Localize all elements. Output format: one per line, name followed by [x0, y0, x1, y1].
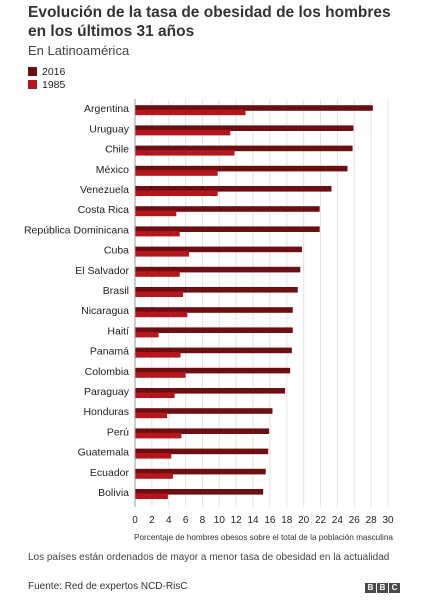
bar-1985: [135, 493, 168, 499]
bar-1985: [135, 291, 184, 297]
bar-2016: [135, 186, 332, 192]
bar-1985: [135, 271, 180, 277]
bar-2016: [135, 246, 302, 253]
category-label: Nicaragua: [81, 305, 129, 317]
x-tick-label: 8: [200, 515, 206, 526]
x-tick-label: 16: [264, 515, 276, 526]
bbc-logo: B B C: [365, 583, 400, 593]
bar-2016: [135, 266, 301, 273]
bar-2016: [135, 125, 354, 131]
legend-label-2016: 2016: [42, 65, 66, 78]
bar-1985: [135, 311, 188, 318]
category-label: El Salvador: [75, 265, 129, 277]
bar-2016: [135, 408, 273, 414]
category-label: Brasil: [103, 285, 129, 297]
chart-subtitle: En Latinoamérica: [28, 43, 130, 58]
bar-2016: [135, 428, 270, 434]
legend-swatch-2016: [28, 67, 37, 76]
bar-1985: [135, 331, 159, 338]
x-tick-label: 26: [349, 515, 361, 526]
legend-item-2016: 2016: [28, 65, 65, 78]
bar-1985: [135, 230, 180, 237]
category-label: Colombia: [85, 366, 130, 378]
bar-1985: [135, 190, 218, 196]
category-label: México: [96, 164, 129, 176]
legend-label-1985: 1985: [42, 78, 66, 91]
category-label: República Dominicana: [24, 224, 129, 236]
category-label: Cuba: [104, 245, 129, 257]
category-label: Honduras: [83, 406, 129, 418]
x-tick-label: 20: [298, 515, 310, 526]
bar-2016: [135, 468, 266, 475]
bar-1985: [135, 129, 231, 136]
chart-legend: 2016 1985: [28, 65, 65, 91]
bbc-logo-letter: B: [365, 583, 376, 593]
category-label: Bolivia: [98, 487, 129, 499]
legend-swatch-1985: [28, 80, 37, 89]
x-tick-label: 30: [382, 515, 394, 526]
x-tick-label: 2: [149, 515, 155, 526]
x-tick-label: 22: [315, 515, 327, 526]
bar-1985: [135, 251, 189, 257]
x-tick-label: 14: [248, 515, 260, 526]
x-tick-label: 0: [132, 515, 138, 526]
category-label: Paraguay: [84, 386, 130, 398]
bbc-logo-letter: C: [389, 583, 400, 593]
bar-1985: [135, 432, 182, 439]
bar-1985: [135, 352, 181, 358]
category-label: Panamá: [90, 346, 129, 358]
bar-1985: [135, 392, 175, 398]
x-axis-label: Porcentaje de hombres obesos sobre el to…: [134, 533, 393, 542]
bar-2016: [135, 145, 353, 152]
bar-2016: [135, 388, 286, 394]
bar-1985: [135, 109, 246, 116]
legend-item-1985: 1985: [28, 78, 65, 91]
bar-1985: [135, 150, 235, 156]
bar-2016: [135, 105, 373, 111]
chart-title: Evolución de la tasa de obesidad de los …: [28, 4, 391, 40]
bar-2016: [135, 206, 320, 212]
category-label: Ecuador: [90, 467, 130, 479]
bbc-logo-letter: B: [377, 583, 388, 593]
bar-1985: [135, 453, 172, 459]
bar-2016: [135, 307, 293, 313]
bar-2016: [135, 287, 298, 293]
bar-1985: [135, 473, 173, 479]
bar-2016: [135, 165, 348, 172]
bar-2016: [135, 448, 269, 455]
category-label: Haití: [107, 325, 129, 337]
x-tick-label: 24: [332, 515, 344, 526]
bar-2016: [135, 489, 264, 495]
source-note: Fuente: Red de expertos NCD-RisC: [28, 581, 188, 592]
bar-2016: [135, 347, 292, 354]
x-tick-label: 6: [183, 515, 189, 526]
bar-1985: [135, 412, 168, 419]
category-label: Chile: [105, 144, 129, 156]
bar-1985: [135, 372, 186, 378]
category-label: Argentina: [84, 103, 129, 115]
category-label: Costa Rica: [78, 204, 130, 216]
category-label: Venezuela: [80, 184, 129, 196]
footnote: Los países están ordenados de mayor a me…: [28, 552, 390, 563]
bar-1985: [135, 170, 218, 176]
x-tick-label: 10: [214, 515, 226, 526]
bar-2016: [135, 367, 291, 374]
x-tick-label: 12: [231, 515, 243, 526]
category-label: Guatemala: [78, 447, 130, 459]
bar-1985: [135, 210, 177, 217]
x-tick-label: 18: [281, 515, 293, 526]
x-tick-label: 28: [366, 515, 378, 526]
bar-2016: [135, 327, 293, 333]
category-label: Perú: [107, 426, 129, 438]
category-label: Uruguay: [89, 123, 129, 135]
bar-2016: [135, 226, 320, 232]
x-tick-label: 4: [166, 515, 172, 526]
